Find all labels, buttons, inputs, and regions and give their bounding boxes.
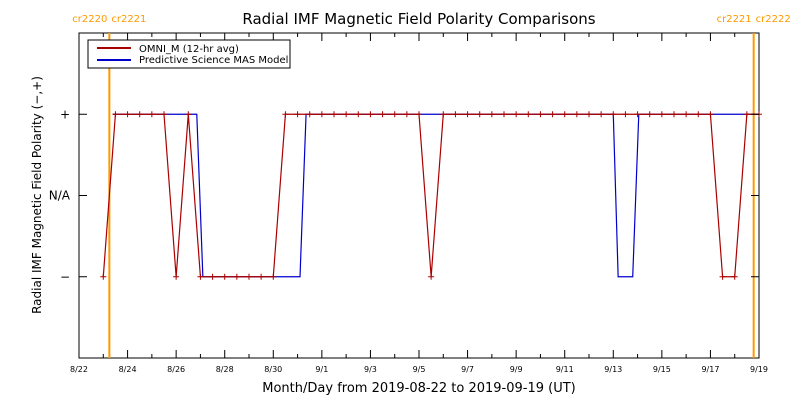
omni-point <box>161 111 167 118</box>
x-tick-label-9: 9/9 <box>510 365 523 374</box>
omni-point <box>318 111 325 118</box>
x-tick-label-8: 9/7 <box>461 365 474 374</box>
x-tick-label-12: 9/15 <box>653 365 671 374</box>
x-axis-label: Month/Day from 2019-08-22 to 2019-09-19 … <box>262 381 575 396</box>
omni-point <box>270 273 277 280</box>
x-tick-label-13: 9/17 <box>701 365 719 374</box>
omni-point <box>646 111 653 118</box>
omni-point <box>561 111 568 118</box>
y-axis: + N/A − <box>49 107 71 284</box>
y-tick-label-na: N/A <box>49 189 71 203</box>
omni-point <box>209 273 216 280</box>
omni-point <box>343 111 350 118</box>
omni-point <box>634 111 641 118</box>
omni-point <box>221 273 228 280</box>
omni-point <box>476 111 483 118</box>
omni-point <box>173 273 180 280</box>
omni-point <box>501 111 507 118</box>
omni-point <box>294 111 301 118</box>
omni-point <box>306 111 313 118</box>
omni-point <box>719 273 726 280</box>
omni-point <box>246 273 252 280</box>
omni-point <box>525 111 532 118</box>
omni-point <box>549 111 556 118</box>
omni-point <box>707 111 714 118</box>
omni-point <box>391 111 398 118</box>
omni-point <box>428 273 435 280</box>
x-tick-label-1: 8/24 <box>119 365 137 374</box>
x-tick-label-10: 9/11 <box>556 365 574 374</box>
x-tick-label-6: 9/3 <box>364 365 377 374</box>
omni-point <box>112 111 119 118</box>
omni-point <box>537 111 544 118</box>
omni-point <box>671 111 677 118</box>
omni-point <box>331 111 337 118</box>
omni-point <box>233 273 240 280</box>
series-layer <box>100 111 762 280</box>
x-tick-label-0: 8/22 <box>70 365 88 374</box>
x-tick-label-7: 9/5 <box>413 365 426 374</box>
omni-point <box>403 111 410 118</box>
omni-point <box>586 111 592 118</box>
carrington-label-left-1: cr2221 <box>717 14 752 25</box>
omni-point <box>464 111 471 118</box>
legend: OMNI_M (12-hr avg) Predictive Science MA… <box>87 39 291 69</box>
y-axis-label: Radial IMF Magnetic Field Polarity (−,+) <box>30 76 44 314</box>
omni-point <box>683 111 690 118</box>
omni-point <box>440 111 447 118</box>
omni-point <box>622 111 629 118</box>
omni-point <box>610 111 617 118</box>
omni-point <box>136 111 143 118</box>
legend-label-omni: OMNI_M (12-hr avg) <box>139 44 239 55</box>
y-tick-label-plus: + <box>60 107 70 121</box>
omni-point <box>416 111 422 118</box>
omni-point <box>452 111 459 118</box>
omni-point <box>124 111 131 118</box>
carrington-label-right-1: cr2222 <box>756 14 791 25</box>
omni-point <box>258 273 265 280</box>
omni-point <box>100 273 107 280</box>
omni-point <box>148 111 155 118</box>
legend-label-mas: Predictive Science MAS Model <box>139 55 288 66</box>
omni-point <box>513 111 520 118</box>
carrington-label-right-0: cr2221 <box>111 14 146 25</box>
omni-point <box>355 111 362 118</box>
x-tick-label-5: 9/1 <box>315 365 328 374</box>
omni-point <box>598 111 605 118</box>
omni-point <box>197 273 204 280</box>
y-tick-label-minus: − <box>60 270 70 284</box>
carrington-label-left-0: cr2220 <box>72 14 107 25</box>
omni-point <box>743 111 750 118</box>
x-tick-label-11: 9/13 <box>604 365 622 374</box>
chart-title: Radial IMF Magnetic Field Polarity Compa… <box>242 10 595 28</box>
omni-point <box>379 111 386 118</box>
omni-point <box>488 111 495 118</box>
omni-point <box>282 111 289 118</box>
omni-point <box>658 111 665 118</box>
x-tick-label-14: 9/19 <box>750 365 768 374</box>
omni-point <box>185 111 192 118</box>
omni-point <box>695 111 702 118</box>
omni-point <box>731 273 738 280</box>
omni-point <box>573 111 580 118</box>
legend-box <box>87 39 291 69</box>
x-tick-label-4: 8/30 <box>264 365 282 374</box>
x-tick-label-2: 8/26 <box>167 365 185 374</box>
x-tick-label-3: 8/28 <box>216 365 234 374</box>
x-axis: 8/22 8/24 8/26 8/28 8/30 9/1 9/3 9/5 9/7 9/9 9/11 9… <box>70 33 768 374</box>
omni-point <box>367 111 374 118</box>
